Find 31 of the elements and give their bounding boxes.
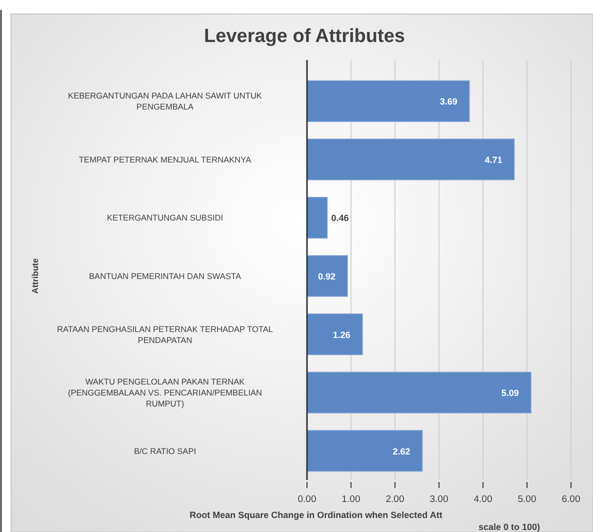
data-label: 0.92 — [318, 272, 336, 282]
x-tick-label: 6.00 — [562, 494, 580, 505]
y-tick-label: KETERGANTUNGAN SUBSIDI — [106, 212, 224, 223]
data-label: 2.62 — [392, 446, 410, 456]
bar — [306, 372, 532, 414]
y-tick-label: TEMPAT PETERNAK MENJUAL TERNAKNYA — [78, 154, 252, 164]
bar — [306, 313, 363, 356]
data-label: 1.26 — [332, 330, 350, 340]
data-label: 0.46 — [331, 213, 349, 224]
y-tick-label: BANTUAN PEMERINTAH DAN SWASTA — [89, 271, 242, 281]
x-tick-label: 5.00 — [518, 494, 536, 505]
data-label: 4.71 — [484, 154, 502, 165]
x-tick-label: 4.00 — [474, 494, 492, 505]
data-label: 3.69 — [440, 96, 458, 107]
y-tick-label: KEBERGANTUNGAN PADA LAHAN SAWIT UNTUK PENGEMBALA — [68, 90, 262, 112]
bar — [306, 430, 423, 472]
y-tick-label: WAKTU PENGELOLAAN PAKAN TERNAK (PENGGEMBALAAN VS. PENCARIAN/PEMBELIAN RUMPUT) — [68, 376, 262, 409]
y-tick-label: B/C RATIO SAPI — [134, 446, 196, 456]
bar — [306, 196, 328, 239]
x-tick-label: 1.00 — [342, 494, 360, 505]
bar — [306, 138, 515, 180]
chart-title: Leverage of Attributes — [204, 26, 405, 47]
x-tick-label: 0.00 — [298, 494, 316, 505]
y-tick-label: RATAAN PENGHASILAN PETERNAK TERHADAP TOTAL PENDAPATAN — [56, 324, 274, 345]
bar — [306, 255, 348, 297]
bar — [306, 80, 470, 122]
data-label: 5.09 — [501, 388, 519, 398]
x-tick-label: 3.00 — [430, 494, 448, 505]
x-tick-label: 2.00 — [386, 494, 404, 505]
text: Root Mean Square Change in Ordination when Selected Att scale 0 to 100) — [190, 510, 540, 532]
y-axis-title: Attribute — [30, 258, 40, 294]
